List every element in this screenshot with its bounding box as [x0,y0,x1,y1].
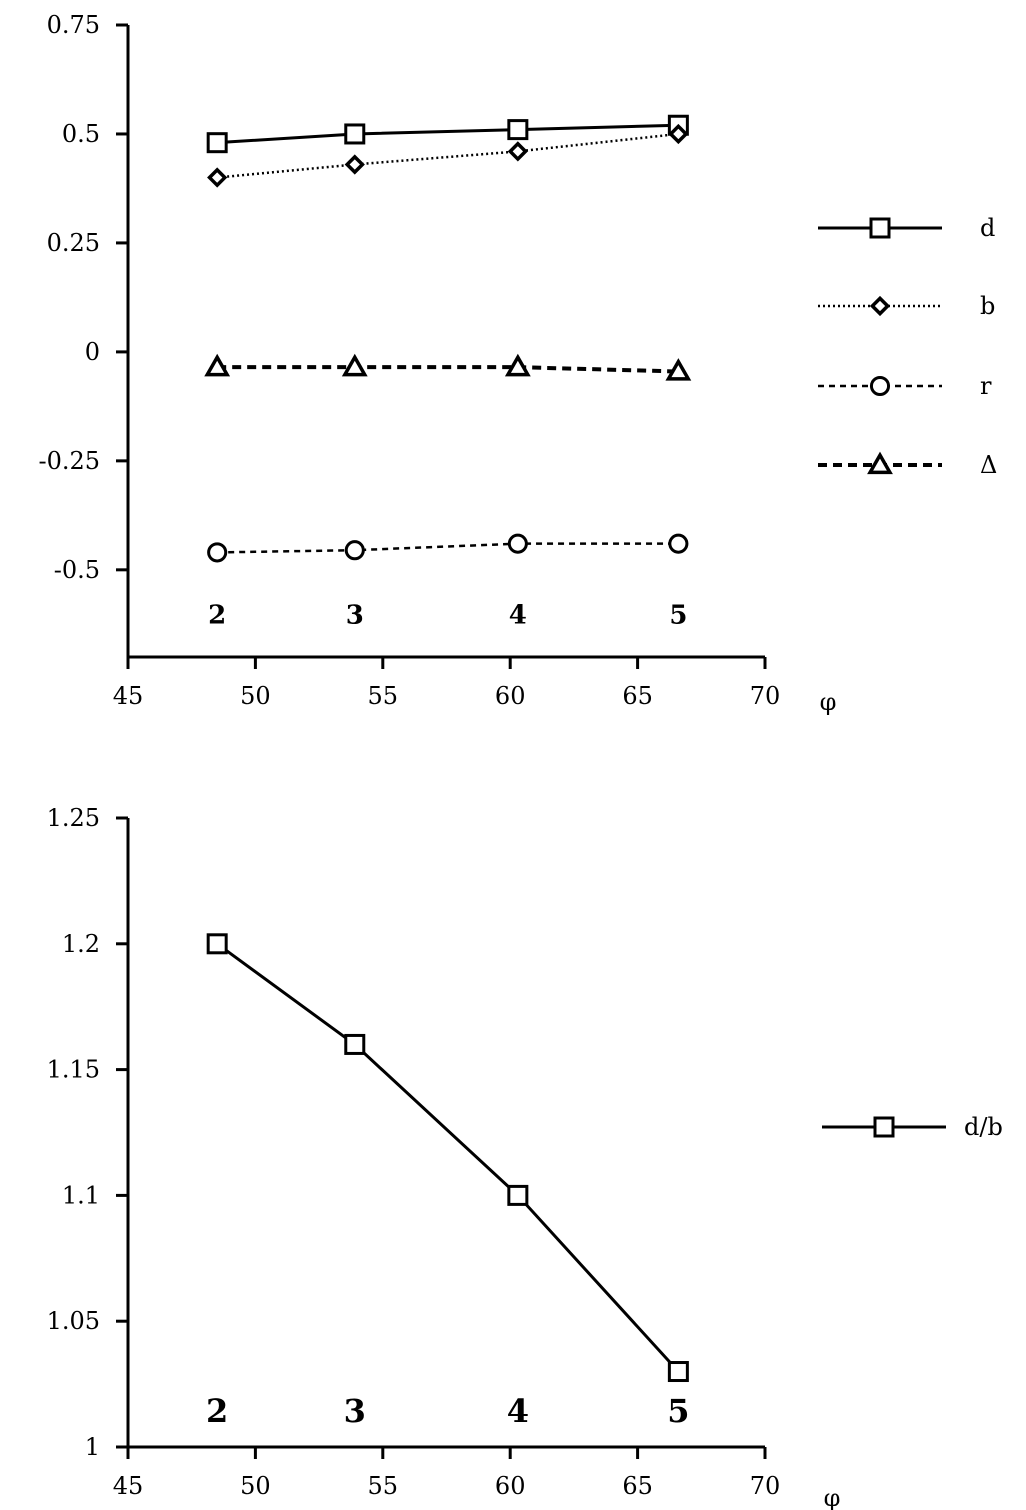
data-point-r [507,533,528,554]
y-tick-label: 1.15 [47,1056,100,1084]
x-axis-title: φ [820,688,837,716]
series-line-Δ [217,365,679,374]
legend-label: r [980,372,992,400]
legend-marker-Δ [867,451,893,475]
x-tick-label: 70 [750,1472,781,1500]
x-tick-label: 70 [750,682,781,710]
data-point-Δ [341,353,368,377]
series-line-r [217,542,679,554]
point-label: 5 [669,600,687,630]
point-label: 4 [509,600,527,630]
data-point-d/b [344,1033,366,1055]
x-tick-label: 60 [495,1472,526,1500]
legend-marker-d/b [873,1116,895,1138]
y-tick-label: 0.5 [62,120,100,148]
x-tick-label: 55 [368,1472,399,1500]
x-tick-label: 60 [495,682,526,710]
y-tick-label: -0.25 [38,447,100,475]
y-tick-label: 0.75 [47,11,100,39]
data-point-b [668,123,689,145]
x-tick-label: 65 [622,682,653,710]
data-point-d/b [206,933,228,955]
y-tick-label: 1.2 [62,930,100,958]
data-point-r [207,542,228,563]
data-point-r [344,540,365,561]
x-tick-label: 50 [240,682,271,710]
y-tick-label: 0 [85,338,100,366]
data-point-d [206,132,228,154]
legend-label: d/b [964,1113,1003,1141]
data-point-r [668,533,689,554]
x-tick-label: 55 [368,682,399,710]
data-point-b [507,141,528,162]
data-point-b [207,167,228,188]
x-tick-label: 45 [113,1472,144,1500]
legend-label: d [980,214,995,242]
data-point-d [344,123,366,145]
point-label: 3 [344,1392,366,1430]
series-line-d/b [216,942,680,1373]
legend-label: Δ [980,451,997,479]
data-point-Δ [504,353,531,377]
point-label: 2 [206,1392,228,1430]
x-axis-title: φ [824,1484,841,1510]
x-tick-label: 45 [113,682,144,710]
y-tick-label: 1 [85,1433,100,1461]
y-tick-label: 0.25 [47,229,100,257]
y-tick-label: 1.05 [47,1307,100,1335]
data-point-d/b [507,1184,529,1206]
point-label: 5 [667,1392,689,1430]
series-line-b [217,132,679,179]
y-tick-label: -0.5 [54,556,100,584]
data-point-Δ [665,358,692,381]
x-tick-label: 50 [240,1472,271,1500]
data-point-Δ [204,353,231,377]
legend-marker-r [869,375,891,397]
data-point-d/b [667,1361,689,1383]
legend-label: b [980,292,995,320]
point-label: 4 [507,1392,529,1430]
point-label: 2 [208,600,226,630]
data-point-b [344,154,365,175]
data-point-d [507,119,529,141]
x-tick-label: 65 [622,1472,653,1500]
y-tick-label: 1.25 [47,804,100,832]
series-line-d [217,123,679,145]
y-tick-label: 1.1 [62,1181,100,1209]
legend-marker-d [869,217,891,239]
legend-marker-b [869,295,891,317]
point-label: 3 [346,600,364,630]
